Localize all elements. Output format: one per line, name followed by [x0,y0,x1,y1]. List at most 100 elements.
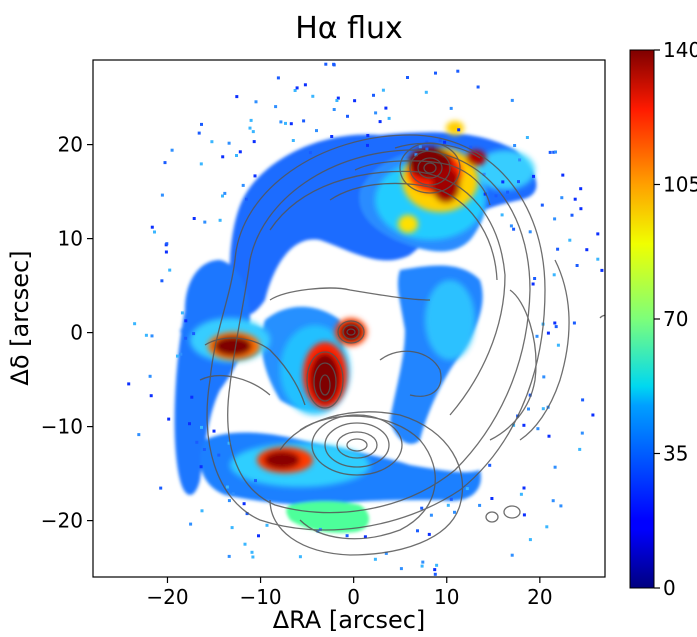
noise-pixel [434,71,437,75]
noise-pixel [528,230,532,234]
noise-pixel [188,422,191,426]
noise-pixel [546,331,550,335]
colorbar-tick-label: 0 [663,576,676,600]
noise-pixel [253,174,257,178]
noise-pixel [420,506,424,510]
noise-pixel [372,93,375,97]
noise-pixel [553,217,557,221]
noise-pixel [424,90,428,94]
x-tick-label: −20 [146,585,188,609]
noise-pixel [482,172,486,176]
noise-pixel [476,85,480,89]
noise-pixel [427,532,431,536]
noise-pixel [488,463,492,467]
noise-pixel [276,76,280,80]
noise-pixel [512,227,516,231]
noise-pixel [311,94,315,98]
noise-pixel [545,525,549,529]
noise-pixel [494,194,498,198]
y-tick-label: 0 [70,321,83,345]
noise-pixel [580,431,584,435]
noise-pixel [533,277,537,280]
y-tick-label: 20 [58,133,83,157]
noise-pixel [517,180,520,184]
noise-pixel [522,513,526,517]
noise-pixel [483,192,487,196]
noise-pixel [425,147,429,151]
northeast-yellow [446,121,464,135]
noise-pixel [500,213,504,217]
noise-pixel [366,134,370,137]
colorbar-tick-label: 140 [663,38,697,62]
noise-pixel [553,321,557,325]
noise-pixel [501,180,505,184]
noise-pixel [552,273,556,277]
noise-pixel [316,529,320,533]
noise-pixel [238,150,242,154]
noise-pixel [149,394,153,398]
noise-pixel [547,434,551,438]
noise-pixel [542,375,546,379]
plot-frame [92,59,606,578]
noise-pixel [556,343,560,347]
noise-pixel [293,89,297,92]
noise-pixel [600,268,604,272]
noise-pixel [429,513,433,517]
noise-pixel [189,522,193,526]
noise-pixel [164,250,168,254]
noise-pixel [192,217,196,220]
noise-pixel [218,218,222,222]
noise-pixel [556,247,560,251]
noise-pixel [366,143,369,147]
noise-pixel [200,509,204,513]
noise-pixel [200,122,203,126]
noise-pixel [456,69,460,73]
noise-pixel [167,417,171,421]
noise-pixel [446,503,450,507]
noise-pixel [150,225,154,229]
colorbar-tick-label: 35 [663,442,688,466]
noise-pixel [210,140,214,144]
noise-pixel [160,193,164,197]
noise-pixel [378,120,382,124]
noise-pixel [353,99,357,103]
south-green-emission [286,501,370,533]
noise-pixel [203,220,207,224]
x-tick-label: 10 [434,585,459,609]
x-tick-label: 20 [527,585,552,609]
noise-pixel [457,128,461,132]
noise-pixel [330,135,334,138]
noise-pixel [435,563,439,567]
noise-pixel [532,174,535,178]
noise-pixel [506,190,510,194]
noise-pixel [315,129,318,133]
noise-pixel [212,429,216,433]
noise-pixel [245,512,249,516]
west-hotspot [214,336,252,356]
noise-pixel [190,395,194,399]
noise-pixel [148,374,152,378]
noise-pixel [522,486,526,490]
noise-pixel [221,194,224,198]
noise-pixel [227,441,231,445]
noise-pixel [303,83,307,87]
noise-pixel [527,407,530,411]
noise-pixel [536,427,540,431]
noise-pixel [199,162,203,166]
noise-pixel [418,145,422,149]
x-axis: −20 −10 0 10 20 [146,577,553,609]
noise-pixel [469,145,473,149]
northeast-hotspot [466,150,486,166]
noise-pixel [217,453,221,457]
noise-pixel [554,325,558,329]
noise-pixel [570,213,574,217]
noise-pixel [291,139,295,142]
east-cyan-region [425,280,475,360]
noise-pixel [163,161,167,165]
y-tick-label: −10 [41,415,83,439]
north-yellow-patch [398,215,418,233]
y-axis-label: Δδ [arcsec] [6,250,34,385]
noise-pixel [223,191,227,195]
noise-pixel [572,321,576,325]
